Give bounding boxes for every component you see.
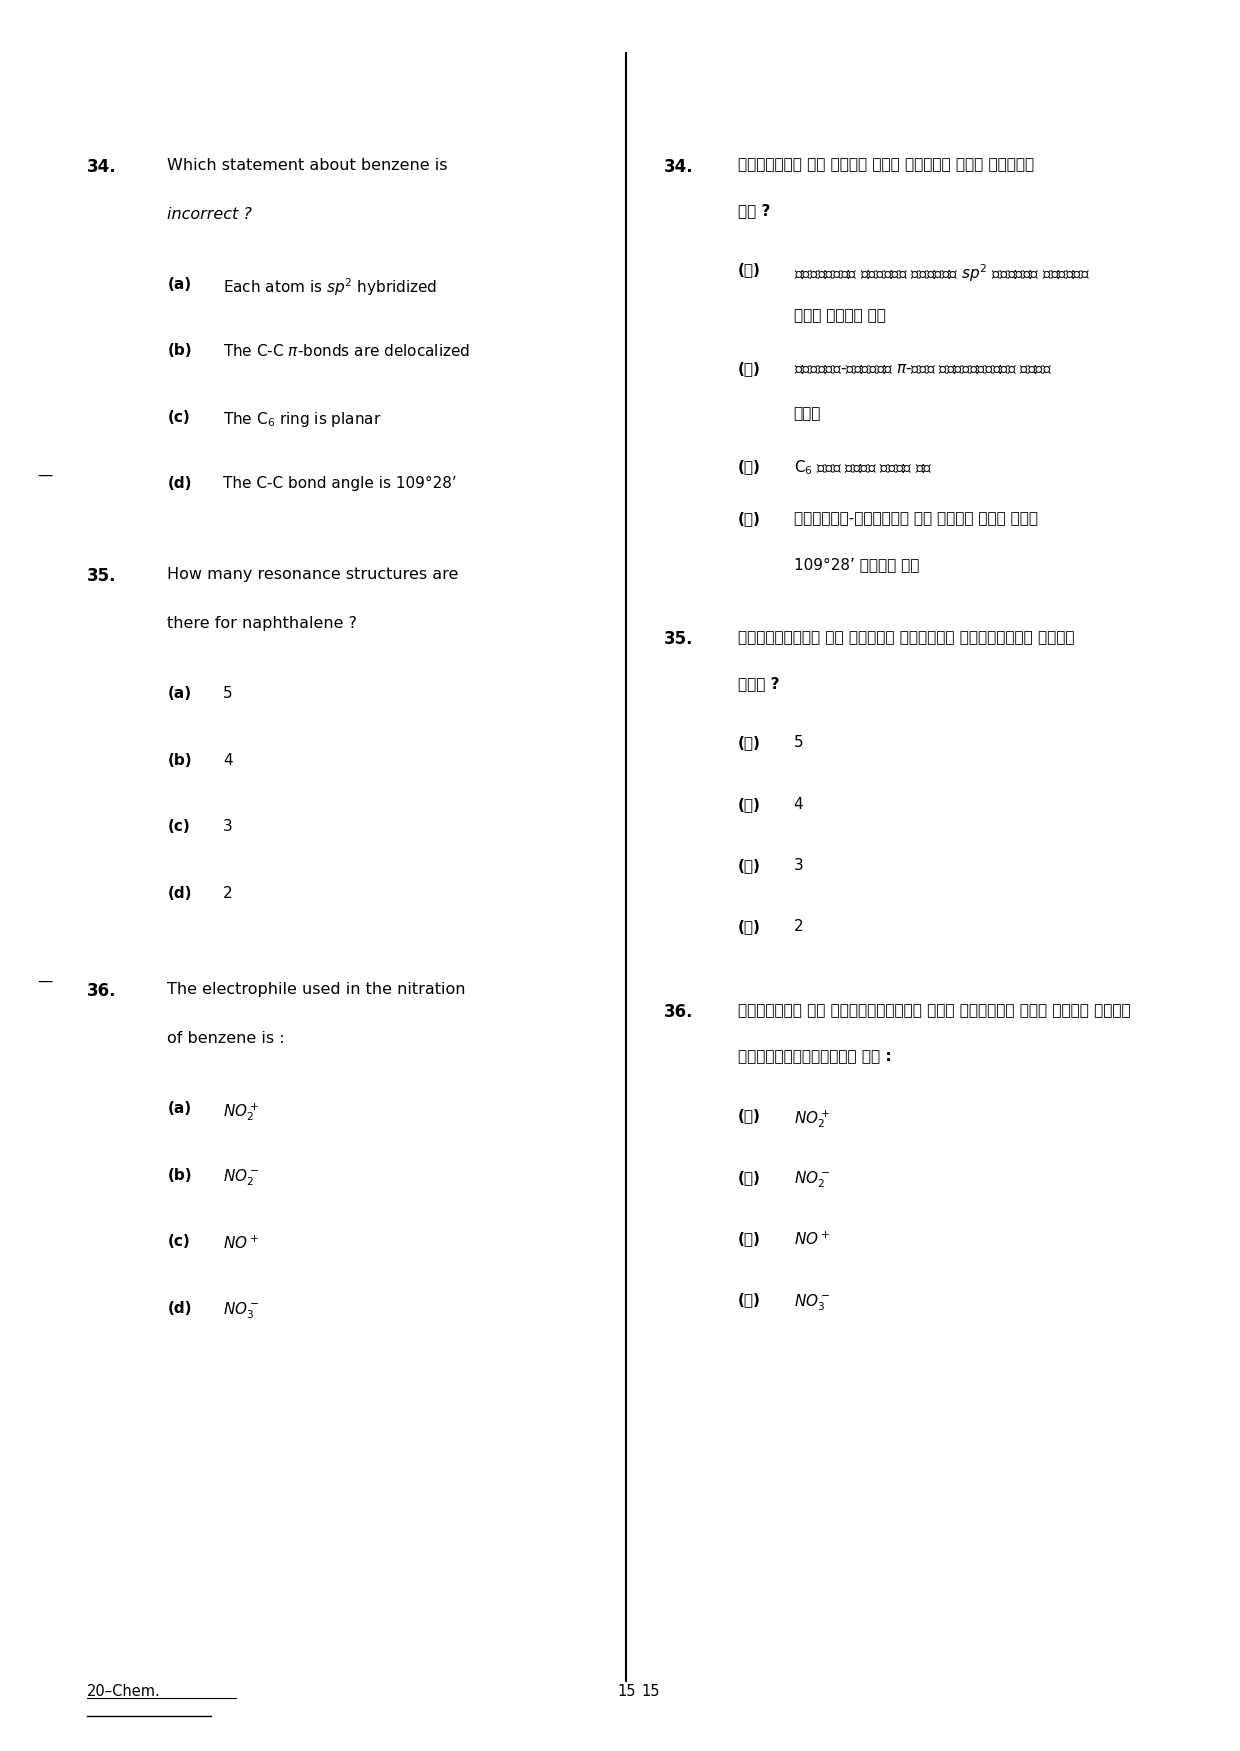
Text: (द): (द) <box>738 1292 760 1308</box>
Text: 2: 2 <box>223 886 233 902</box>
Text: (ब): (ब) <box>738 1170 760 1185</box>
Text: (c): (c) <box>167 819 190 835</box>
Text: हैं: हैं <box>794 406 821 422</box>
Text: (b): (b) <box>167 343 192 359</box>
Text: 109°28’ होता है: 109°28’ होता है <box>794 557 919 573</box>
Text: —: — <box>37 468 52 483</box>
Text: there for naphthalene ?: there for naphthalene ? <box>167 616 357 632</box>
Text: (अ): (अ) <box>738 1108 760 1124</box>
Text: The C-C $\pi$-bonds are delocalized: The C-C $\pi$-bonds are delocalized <box>223 343 470 359</box>
Text: (a): (a) <box>167 686 191 702</box>
Text: 36.: 36. <box>663 1003 693 1021</box>
Text: (b): (b) <box>167 753 192 769</box>
Text: (स): (स) <box>738 459 760 475</box>
Text: (c): (c) <box>167 1234 190 1250</box>
Text: incorrect ?: incorrect ? <box>167 207 252 222</box>
Text: (अ): (अ) <box>738 263 760 278</box>
Text: इलेक्ट्रोफाइल है :: इलेक्ट्रोफाइल है : <box>738 1049 892 1065</box>
Text: 34.: 34. <box>663 158 693 175</box>
Text: of benzene is :: of benzene is : <box>167 1031 285 1047</box>
Text: नेफ्थेलीन की कितनी अनुनाद संरचनाएँ होती: नेफ्थेलीन की कितनी अनुनाद संरचनाएँ होती <box>738 630 1074 646</box>
Text: $NO_2^+$: $NO_2^+$ <box>794 1108 830 1129</box>
Text: हैं ?: हैं ? <box>738 676 779 692</box>
Text: 2: 2 <box>794 919 804 935</box>
Text: (a): (a) <box>167 1101 191 1117</box>
Text: 15: 15 <box>618 1684 635 1700</box>
Text: में होता है: में होता है <box>794 308 885 324</box>
Text: Which statement about benzene is: Which statement about benzene is <box>167 158 448 173</box>
Text: 4: 4 <box>794 797 804 812</box>
Text: प्रत्येक कार्बन परमाणु $sp^2$ संकरित अवस्था: प्रत्येक कार्बन परमाणु $sp^2$ संकरित अवस… <box>794 263 1090 284</box>
Text: है ?: है ? <box>738 203 770 219</box>
Text: $NO_2^-$: $NO_2^-$ <box>794 1170 830 1191</box>
Text: (d): (d) <box>167 1301 192 1317</box>
Text: $NO^+$: $NO^+$ <box>794 1231 830 1248</box>
Text: (a): (a) <box>167 277 191 292</box>
Text: The C-C bond angle is 109°28’: The C-C bond angle is 109°28’ <box>223 476 458 492</box>
Text: —: — <box>37 974 52 989</box>
Text: 3: 3 <box>223 819 233 835</box>
Text: बेन्जीन के नाइट्रीकरण में प्रयोग किए जाने वाला: बेन्जीन के नाइट्रीकरण में प्रयोग किए जान… <box>738 1003 1131 1019</box>
Text: बेन्जीन के विषय में कौनसा कथन असत्य: बेन्जीन के विषय में कौनसा कथन असत्य <box>738 158 1034 173</box>
Text: $NO_2^-$: $NO_2^-$ <box>223 1168 259 1189</box>
Text: (स): (स) <box>738 858 760 874</box>
Text: 34.: 34. <box>87 158 117 175</box>
Text: 15: 15 <box>642 1684 660 1700</box>
Text: 35.: 35. <box>663 630 693 648</box>
Text: 20–Chem.: 20–Chem. <box>87 1684 160 1700</box>
Text: How many resonance structures are: How many resonance structures are <box>167 567 459 583</box>
Text: (c): (c) <box>167 410 190 425</box>
Text: कार्बन-कार्बन के मध्य बंध कोण: कार्बन-कार्बन के मध्य बंध कोण <box>794 511 1038 527</box>
Text: The C$_6$ ring is planar: The C$_6$ ring is planar <box>223 410 382 429</box>
Text: कार्बन-कार्बन $\pi$-बंध अस्थानीकृत होते: कार्बन-कार्बन $\pi$-बंध अस्थानीकृत होते <box>794 361 1052 376</box>
Text: (अ): (अ) <box>738 735 760 751</box>
Text: 5: 5 <box>223 686 233 702</box>
Text: (द): (द) <box>738 919 760 935</box>
Text: Each atom is $sp^2$ hybridized: Each atom is $sp^2$ hybridized <box>223 277 438 298</box>
Text: (d): (d) <box>167 476 192 492</box>
Text: (ब): (ब) <box>738 797 760 812</box>
Text: (द): (द) <box>738 511 760 527</box>
Text: $NO_3^-$: $NO_3^-$ <box>794 1292 830 1313</box>
Text: $NO^+$: $NO^+$ <box>223 1234 259 1252</box>
Text: (स): (स) <box>738 1231 760 1247</box>
Text: C$_6$ वलय समतल होती है: C$_6$ वलय समतल होती है <box>794 459 932 478</box>
Text: (b): (b) <box>167 1168 192 1184</box>
Text: (ब): (ब) <box>738 361 760 376</box>
Text: 5: 5 <box>794 735 804 751</box>
Text: 36.: 36. <box>87 982 117 1000</box>
Text: 35.: 35. <box>87 567 117 585</box>
Text: $NO_3^-$: $NO_3^-$ <box>223 1301 259 1322</box>
Text: 3: 3 <box>794 858 804 874</box>
Text: (d): (d) <box>167 886 192 902</box>
Text: The electrophile used in the nitration: The electrophile used in the nitration <box>167 982 466 998</box>
Text: $NO_2^+$: $NO_2^+$ <box>223 1101 259 1122</box>
Text: 4: 4 <box>223 753 233 769</box>
